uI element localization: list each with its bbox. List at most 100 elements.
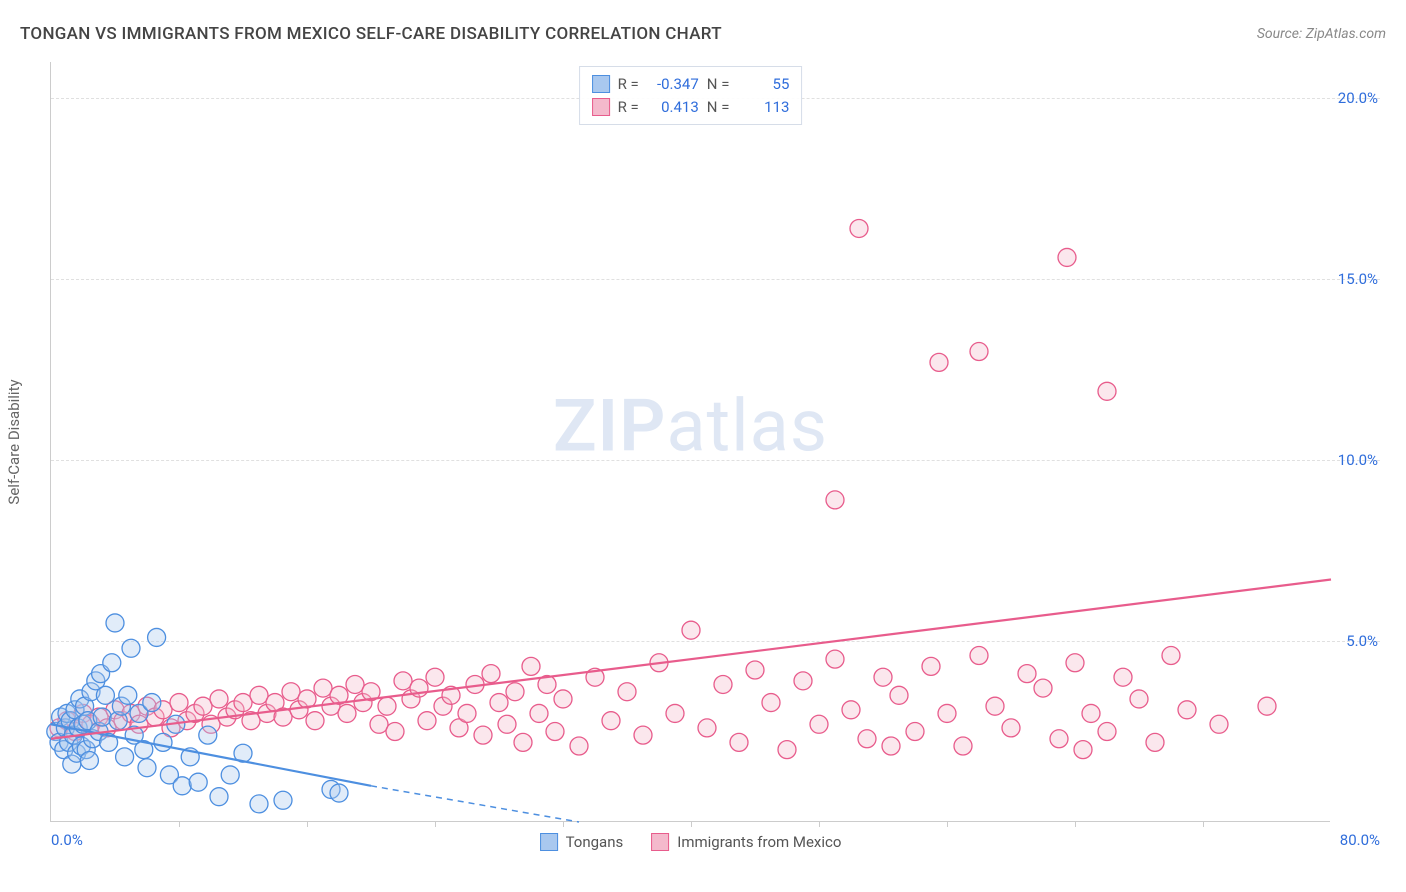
- scatter-point-mexico: [514, 733, 532, 751]
- scatter-point-mexico: [714, 675, 732, 693]
- scatter-point-mexico: [850, 219, 868, 237]
- scatter-point-mexico: [930, 353, 948, 371]
- n-label: N =: [707, 96, 730, 119]
- r-label: R =: [618, 96, 639, 119]
- scatter-point-mexico: [1178, 701, 1196, 719]
- y-tick-label: 10.0%: [1338, 451, 1378, 469]
- scatter-point-mexico: [426, 668, 444, 686]
- scatter-point-mexico: [970, 343, 988, 361]
- n-value-tongans: 55: [737, 73, 789, 96]
- scatter-point-mexico: [1146, 733, 1164, 751]
- scatter-point-mexico: [730, 733, 748, 751]
- scatter-point-mexico: [1002, 719, 1020, 737]
- scatter-point-mexico: [1114, 668, 1132, 686]
- scatter-point-tongans: [274, 791, 292, 809]
- scatter-point-mexico: [826, 491, 844, 509]
- scatter-point-tongans: [80, 751, 98, 769]
- scatter-point-mexico: [506, 683, 524, 701]
- scatter-point-mexico: [1050, 730, 1068, 748]
- scatter-point-tongans: [199, 726, 217, 744]
- legend-item-mexico: Immigrants from Mexico: [651, 833, 841, 851]
- correlation-legend: R = -0.347 N = 55 R = 0.413 N = 113: [579, 66, 803, 125]
- chart-title: TONGAN VS IMMIGRANTS FROM MEXICO SELF-CA…: [20, 24, 722, 44]
- scatter-point-mexico: [170, 694, 188, 712]
- scatter-point-tongans: [210, 788, 228, 806]
- scatter-point-mexico: [418, 712, 436, 730]
- scatter-point-mexico: [546, 723, 564, 741]
- legend-row-mexico: R = 0.413 N = 113: [592, 96, 790, 119]
- scatter-point-mexico: [554, 690, 572, 708]
- source-label: Source: ZipAtlas.com: [1257, 26, 1386, 42]
- scatter-point-mexico: [1034, 679, 1052, 697]
- scatter-point-mexico: [986, 697, 1004, 715]
- y-tick-label: 15.0%: [1338, 270, 1378, 288]
- scatter-point-mexico: [1074, 741, 1092, 759]
- series-legend: Tongans Immigrants from Mexico: [540, 833, 842, 851]
- scatter-point-mexico: [306, 712, 324, 730]
- y-tick-label: 5.0%: [1346, 632, 1378, 650]
- scatter-point-mexico: [1058, 248, 1076, 266]
- scatter-point-mexico: [490, 694, 508, 712]
- scatter-point-mexico: [746, 661, 764, 679]
- scatter-point-mexico: [954, 737, 972, 755]
- scatter-point-mexico: [386, 723, 404, 741]
- trendline-tongans-ext: [371, 786, 579, 822]
- scatter-point-mexico: [810, 715, 828, 733]
- scatter-point-mexico: [842, 701, 860, 719]
- scatter-point-mexico: [1130, 690, 1148, 708]
- scatter-point-tongans: [96, 686, 114, 704]
- scatter-point-mexico: [314, 679, 332, 697]
- r-label: R =: [618, 73, 639, 96]
- x-max-label: 80.0%: [1340, 831, 1380, 849]
- scatter-point-mexico: [922, 657, 940, 675]
- x-origin-label: 0.0%: [51, 831, 83, 849]
- legend-item-tongans: Tongans: [540, 833, 624, 851]
- scatter-point-mexico: [1098, 723, 1116, 741]
- scatter-point-tongans: [250, 795, 268, 813]
- scatter-point-tongans: [330, 784, 348, 802]
- scatter-point-mexico: [874, 668, 892, 686]
- swatch-mexico: [651, 833, 669, 851]
- scatter-point-mexico: [858, 730, 876, 748]
- r-value-tongans: -0.347: [647, 73, 699, 96]
- scatter-point-mexico: [522, 657, 540, 675]
- scatter-point-tongans: [116, 748, 134, 766]
- y-tick-label: 20.0%: [1338, 89, 1378, 107]
- scatter-point-tongans: [154, 733, 172, 751]
- legend-row-tongans: R = -0.347 N = 55: [592, 73, 790, 96]
- scatter-point-mexico: [282, 683, 300, 701]
- scatter-point-tongans: [122, 639, 140, 657]
- scatter-point-mexico: [338, 704, 356, 722]
- n-value-mexico: 113: [737, 96, 789, 119]
- scatter-point-mexico: [482, 665, 500, 683]
- scatter-point-mexico: [498, 715, 516, 733]
- scatter-point-mexico: [602, 712, 620, 730]
- scatter-point-tongans: [148, 628, 166, 646]
- scatter-point-tongans: [93, 708, 111, 726]
- scatter-point-mexico: [394, 672, 412, 690]
- scatter-point-mexico: [1210, 715, 1228, 733]
- scatter-point-mexico: [906, 723, 924, 741]
- scatter-point-mexico: [1082, 704, 1100, 722]
- legend-label-tongans: Tongans: [566, 833, 624, 851]
- scatter-point-mexico: [194, 697, 212, 715]
- scatter-point-mexico: [210, 690, 228, 708]
- scatter-point-mexico: [970, 647, 988, 665]
- scatter-point-mexico: [474, 726, 492, 744]
- swatch-mexico: [592, 98, 610, 116]
- scatter-point-mexico: [762, 694, 780, 712]
- scatter-point-tongans: [173, 777, 191, 795]
- scatter-point-mexico: [634, 726, 652, 744]
- scatter-point-mexico: [794, 672, 812, 690]
- scatter-point-mexico: [1162, 647, 1180, 665]
- trendline-mexico: [51, 580, 1331, 739]
- scatter-point-mexico: [346, 675, 364, 693]
- scatter-point-mexico: [570, 737, 588, 755]
- plot-area: ZIPatlas 5.0%10.0%15.0%20.0% 0.0% 80.0% …: [50, 62, 1330, 822]
- scatter-point-tongans: [138, 759, 156, 777]
- scatter-point-tongans: [106, 614, 124, 632]
- scatter-point-mexico: [938, 704, 956, 722]
- scatter-point-mexico: [618, 683, 636, 701]
- scatter-point-mexico: [370, 715, 388, 733]
- scatter-point-tongans: [189, 773, 207, 791]
